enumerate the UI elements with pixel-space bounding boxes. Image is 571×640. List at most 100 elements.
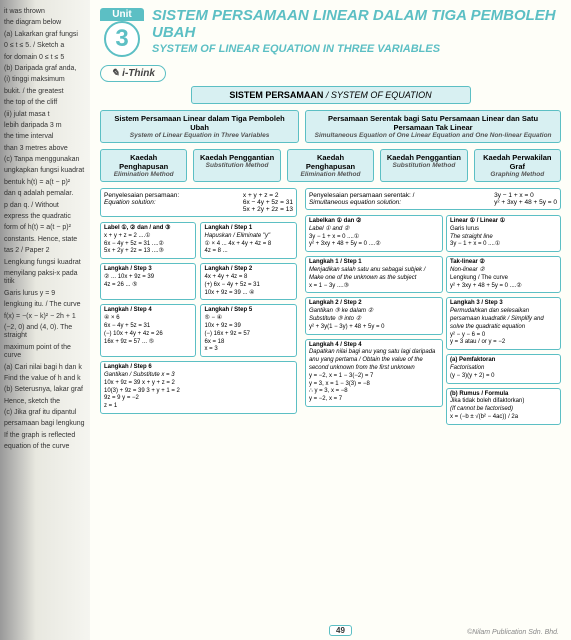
methods-row: Kaedah PenghapusanElimination Method Kae…	[100, 149, 561, 182]
ls6b: 10(3) + 9z = 39 3 + y + 1 = 2	[104, 388, 180, 394]
le3: 5x + 2y + 2z = 13	[243, 206, 293, 213]
rs4b: y = 3, x = 1 − 3(3) = −8	[309, 381, 370, 387]
ls1t: Label ①, ② dan / and ③	[104, 225, 170, 231]
bleed-line: (a) Cari nilai bagi h dan k	[4, 364, 86, 372]
rla: 3y − 1 + x = 0 ....①	[450, 241, 500, 247]
main-page: Unit 3 SISTEM PERSAMAAN LINEAR DALAM TIG…	[90, 0, 571, 640]
m-graph: Kaedah Perwakilan GrafGraphing Method	[474, 149, 561, 182]
r-s1: Labelkan ① dan ②Label ① and ②3y − 1 + x …	[305, 215, 443, 252]
m3e: Elimination Method	[301, 171, 361, 178]
rqb: y = 3 atau / or y = −2	[450, 339, 505, 345]
bleed-line: the diagram below	[4, 19, 86, 27]
rne: Non-linear ②	[450, 267, 485, 273]
content-cols: Penyelesaian persamaan: x + y + z = 2 6x…	[100, 188, 561, 429]
ls5t: Langkah / Step 5	[204, 307, 252, 313]
left-eq: Penyelesaian persamaan: x + y + z = 2 6x…	[100, 188, 297, 217]
branch-left: Sistem Persamaan Linear dalam Tiga Pembo…	[100, 110, 299, 143]
rs3a: y² + 3y(1 − 3y) + 48 + 5y = 0	[309, 324, 385, 330]
rqt: Langkah 3 / Step 3	[450, 300, 503, 306]
rfe: Factorisation	[450, 365, 484, 371]
rms: Jika tidak boleh difaktorkan)	[450, 398, 524, 404]
rmt: (b) Rumus / Formula	[450, 391, 508, 397]
rs4c: ∴ y = 3, x = −8	[309, 388, 348, 394]
bleed-line: equation of the curve	[4, 443, 86, 451]
r-form: (b) Rumus / FormulaJika tidak boleh difa…	[446, 388, 561, 425]
unit-number: 3	[104, 21, 140, 57]
r-quad: Langkah 3 / Step 3Permudahkan dan selesa…	[446, 297, 561, 350]
bleed-line: lengkung itu. / The curve	[4, 301, 86, 309]
rnt: Tak-linear ②	[450, 259, 485, 265]
bleed-line: (b) Seterusnya, lakar graf	[4, 386, 86, 394]
rs1a: 3y − 1 + x = 0 ....①	[309, 234, 359, 240]
header: Unit 3 SISTEM PERSAMAAN LINEAR DALAM TIG…	[100, 8, 561, 57]
m-sub-r: Kaedah PenggantianSubstitution Method	[380, 149, 467, 182]
left-col: Penyelesaian persamaan: x + y + z = 2 6x…	[100, 188, 297, 429]
m5: Kaedah Perwakilan Graf	[483, 153, 551, 171]
bleed-line: Garis lurus y = 9	[4, 290, 86, 298]
br-ms: Persamaan Serentak bagi Satu Persamaan L…	[328, 114, 538, 132]
page-number: 49	[329, 625, 352, 636]
bleed-line: If the graph is reflected	[4, 432, 86, 440]
ls3bc: 10x + 9z = 39 ... ④	[204, 290, 254, 296]
branch-row: Sistem Persamaan Linear dalam Tiga Pembo…	[100, 110, 561, 143]
br-en: Simultaneous Equation of One Linear Equa…	[315, 132, 552, 139]
top-box: SISTEM PERSAMAAN / SYSTEM OF EQUATION	[191, 86, 471, 104]
rfa: (y − 3)(y + 2) = 0	[450, 373, 495, 379]
rs3t: Langkah 2 / Step 2	[309, 300, 362, 306]
ls5e: x = 3	[204, 346, 217, 352]
le-en: Equation solution:	[104, 199, 156, 206]
bleed-line: it was thrown	[4, 8, 86, 16]
m2e: Substitution Method	[206, 162, 269, 169]
re-en: Simultaneous equation solution:	[309, 199, 401, 206]
rs4d: y = −2, x = 7	[309, 396, 342, 402]
top-en: / SYSTEM OF EQUATION	[323, 90, 431, 100]
m-elim-l: Kaedah PenghapusanElimination Method	[100, 149, 187, 182]
rs4t: Langkah 4 / Step 4	[309, 342, 362, 348]
l-s3b: Langkah / Step 24x + 4y + 4z = 8(+) 6x −…	[200, 263, 296, 300]
l-s6: Langkah / Step 6Gantikan / Substitute x …	[100, 361, 297, 414]
ls2t: Langkah / Step 1	[204, 225, 252, 231]
ls1c: 5x + 2y + 2z = 13 ....③	[104, 248, 164, 254]
l-s2: Langkah / Step 1 Hapuskan / Eliminate "y"…	[200, 222, 296, 259]
l-s3: Langkah / Step 3② ... 10x + 9z = 394z = …	[100, 263, 196, 300]
ls4d: 16x + 9z = 57 ... ⑤	[104, 339, 154, 345]
r-s3: Langkah 2 / Step 2Gantikan ③ ke dalam ②S…	[305, 297, 443, 334]
re1: 3y − 1 + x = 0	[494, 192, 534, 199]
rs4a: y = −2, x = 1 − 3(−2) = 7	[309, 373, 373, 379]
rs4s: Dapatkan nilai bagi anu yang satu lagi d…	[309, 349, 435, 371]
ls3bt: Langkah / Step 2	[204, 266, 252, 272]
m-elim-r: Kaedah PenghapusanElimination Method	[287, 149, 374, 182]
m-sub-l: Kaedah PenggantianSubstitution Method	[193, 149, 280, 182]
ls3a: ② ... 10x + 9z = 39	[104, 274, 154, 280]
title-block: SISTEM PERSAMAAN LINEAR DALAM TIGA PEMBO…	[152, 8, 561, 55]
bleed-line: (a) Lakarkan graf fungsi	[4, 31, 86, 39]
bleed-line: (ii) julat masa t	[4, 111, 86, 119]
ls4b: 6x − 4y + 5z = 31	[104, 323, 150, 329]
bleed-line: p dan q. / Without	[4, 202, 86, 210]
bleed-line: 0 ≤ t ≤ 5. / Sketch a	[4, 42, 86, 50]
bleed-line: lebih daripada 3 m	[4, 122, 86, 130]
bleed-line: for domain 0 ≤ t ≤ 5	[4, 54, 86, 62]
bleed-line: maximum point of the curve	[4, 344, 86, 361]
ls6a: 10x + 9z = 39 x + y + z = 2	[104, 380, 175, 386]
rs2t: Langkah 1 / Step 1	[309, 259, 362, 265]
ls2b: 4z = 8 ...	[204, 248, 227, 254]
l-s1: Label ①, ② dan / and ③x + y + z = 2 ....…	[100, 222, 196, 259]
unit-label: Unit	[100, 8, 144, 21]
r-nlin: Tak-linear ②Non-linear ②Lengkung / The c…	[446, 256, 561, 293]
rs2a: x = 1 − 3y ....③	[309, 283, 349, 289]
bleed-line: (i) tinggi maksimum	[4, 76, 86, 84]
ls2s: Hapuskan / Eliminate "y"	[204, 233, 270, 239]
ls6s: Gantikan / Substitute x = 3	[104, 372, 175, 378]
bleed-line: the top of the cliff	[4, 99, 86, 107]
bleed-line: bukit. / the greatest	[4, 88, 86, 96]
bleed-line: tas 2 / Paper 2	[4, 247, 86, 255]
rs1e: Label ① and ②	[309, 226, 349, 232]
bleed-line: bentuk h(t) = a(t − p)²	[4, 179, 86, 187]
l-s4: Langkah / Step 4④ × 66x − 4y + 5z = 31(−…	[100, 304, 196, 357]
re2: y² + 3xy + 48 + 5y = 0	[494, 199, 557, 206]
ls5a: ⑤ − ④	[204, 315, 222, 321]
rs2s: Menjadikan salah satu anu sebagai subjek…	[309, 267, 425, 281]
bleed-line: dan q adalah pemalar.	[4, 190, 86, 198]
le1: x + y + z = 2	[243, 192, 279, 199]
